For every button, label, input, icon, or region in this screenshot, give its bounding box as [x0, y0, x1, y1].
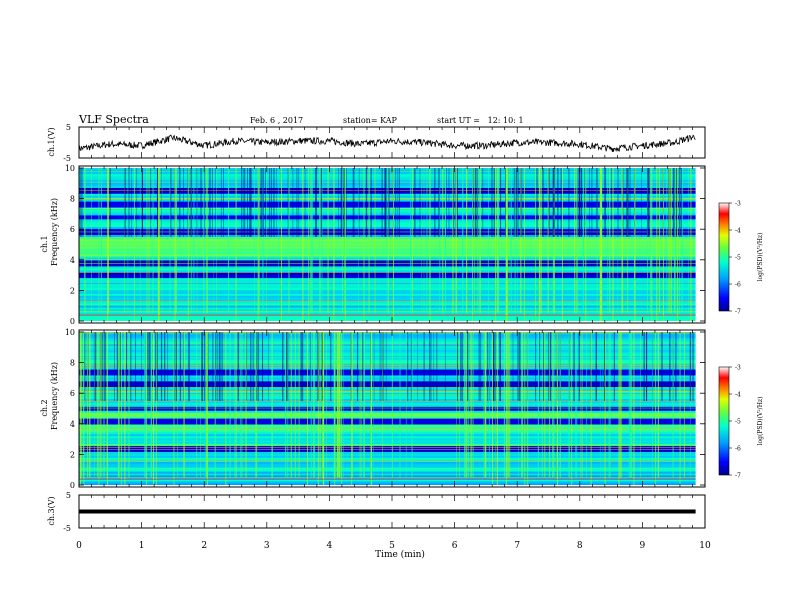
ch1-ylabel: ch.1(V) [47, 127, 56, 156]
ch-ytick-label: 8 [70, 195, 75, 204]
ch1-ytick-top: 5 [66, 123, 71, 132]
ch-ytick-label: 4 [70, 256, 75, 265]
colorbar-tick-label: -3 [735, 201, 741, 208]
x-tick-label: 4 [327, 541, 333, 551]
ch1-waveform-panel: 5 -5 ch.1(V) [47, 123, 706, 163]
ch1-yticks: 0 2 4 6 8 10 [65, 164, 705, 326]
x-tick-label: 7 [514, 541, 520, 551]
ch2-colorbar-ticks: -3 -4 -5 -6 -7 [729, 365, 741, 480]
ch2-colorbar-label: log(PSD)(V²/Hz) [757, 397, 764, 446]
ch2-colorbar [718, 366, 730, 476]
ch1-ylabel-channel: ch.1 [40, 235, 49, 252]
ch1-spectrogram-image [79, 168, 696, 321]
date-label: Feb. 6 , 2017 [250, 116, 303, 125]
start-time-label: start UT = 12: 10: 1 [437, 116, 524, 125]
colorbar-tick-label: -3 [735, 365, 741, 372]
x-tick-label: 1 [139, 541, 145, 551]
colorbar-tick-label: -6 [735, 446, 741, 453]
ch2-spectrogram-image [79, 332, 696, 485]
x-axis-label: Time (min) [375, 549, 425, 560]
ch1-colorbar-ticks: -3 -4 -5 -6 -7 [729, 201, 741, 316]
ch-ytick-label: 0 [70, 317, 75, 326]
ch-ytick-label: 8 [70, 359, 75, 368]
ch-ytick-label: 2 [70, 450, 75, 459]
colorbar-tick-label: -7 [735, 473, 741, 480]
ch2-ylabel-channel: ch.2 [40, 399, 49, 416]
station-label: station= KAP [343, 116, 398, 125]
ch2-ylabel-frequency: Frequency (kHz) [50, 362, 59, 430]
ch-ytick-label: 6 [70, 225, 75, 234]
x-tick-label: 8 [577, 541, 583, 551]
x-tick-label: 2 [201, 541, 207, 551]
ch1-ytick-bottom: -5 [63, 154, 71, 163]
colorbar-tick-label: -5 [735, 255, 741, 262]
x-tick-label: 9 [640, 541, 646, 551]
ch-ytick-label: 4 [70, 420, 75, 429]
ch3-waveform-panel: 5 -5 ch.3(V) [47, 491, 706, 533]
colorbar-tick-label: -4 [735, 228, 741, 235]
ch1-colorbar [718, 202, 730, 312]
ch1-colorbar-label: log(PSD)(V²/Hz) [757, 233, 764, 282]
x-tick-label: 3 [264, 541, 270, 551]
colorbar-tick-label: -7 [735, 309, 741, 316]
x-tick-label: 5 [389, 541, 395, 551]
ch1-waveform-trace [78, 134, 696, 153]
ch-ytick-label: 10 [65, 328, 75, 337]
colorbar-tick-label: -6 [735, 282, 741, 289]
ch-ytick-label: 0 [70, 481, 75, 490]
x-tick-label: 0 [76, 541, 82, 551]
ch3-ytick-bottom: -5 [63, 524, 71, 533]
ch2-yticks: 0 2 4 6 8 10 [65, 328, 705, 490]
x-tick-label: 10 [699, 541, 711, 551]
ch3-ytick-top: 5 [66, 491, 71, 500]
ch-ytick-label: 6 [70, 389, 75, 398]
ch-ytick-label: 2 [70, 286, 75, 295]
x-axis-tick-labels: 0 1 2 3 4 5 6 7 8 9 10 [76, 541, 711, 551]
x-axis-ticks [78, 127, 706, 528]
x-tick-label: 6 [452, 541, 458, 551]
figure-title: VLF Spectra [78, 113, 149, 126]
ch3-ylabel: ch.3(V) [47, 496, 56, 525]
ch1-ylabel-frequency: Frequency (kHz) [50, 198, 59, 266]
colorbar-tick-label: -4 [735, 392, 741, 399]
colorbar-tick-label: -5 [735, 419, 741, 426]
ch-ytick-label: 10 [65, 164, 75, 173]
